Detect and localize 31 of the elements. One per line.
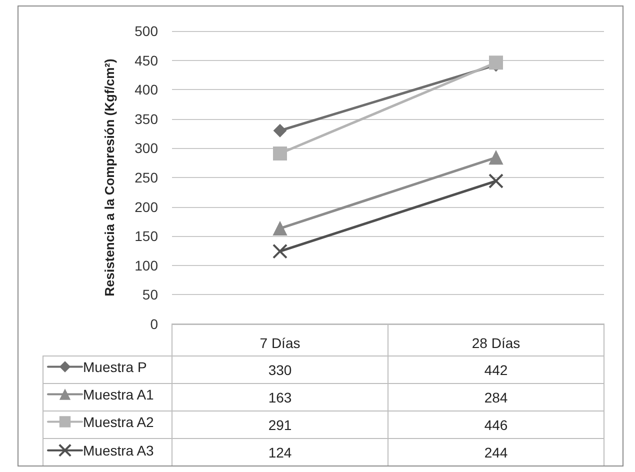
point xyxy=(489,56,503,70)
y-tick-label: 500 xyxy=(134,23,158,39)
y-axis-title: Resistencia a la Compresión (Kgf/cm²) xyxy=(102,58,117,296)
legend-label: Muestra P xyxy=(83,358,147,375)
data-label: 442 xyxy=(484,362,508,378)
y-tick-label: 200 xyxy=(134,198,158,215)
x-tick-label: 28 Días xyxy=(472,335,520,351)
y-tick-label: 50 xyxy=(142,286,158,303)
y-tick-label: 300 xyxy=(134,140,158,156)
y-tick-label: 150 xyxy=(134,228,158,244)
legend-label: Muestra A2 xyxy=(83,414,154,430)
point xyxy=(273,146,287,160)
point xyxy=(272,244,288,259)
data-label: 163 xyxy=(268,389,292,406)
y-tick-label: 250 xyxy=(134,170,158,186)
y-tick-label: 0 xyxy=(150,316,158,332)
data-label: 446 xyxy=(484,416,508,433)
data-label: 284 xyxy=(484,389,508,406)
y-tick-label: 400 xyxy=(134,82,158,98)
point xyxy=(274,124,286,138)
data-label: 124 xyxy=(268,444,292,460)
y-tick-label: 350 xyxy=(134,110,158,127)
y-tick-label: 100 xyxy=(134,257,158,274)
legend-label: Muestra A1 xyxy=(83,386,154,402)
point xyxy=(488,174,504,189)
data-label: 291 xyxy=(268,416,292,433)
x-tick-label: 7 Días xyxy=(260,335,300,351)
data-label: 244 xyxy=(484,444,508,460)
y-tick-label: 450 xyxy=(134,52,158,68)
legend-label: Muestra A3 xyxy=(83,442,154,458)
data-label: 330 xyxy=(268,362,292,378)
